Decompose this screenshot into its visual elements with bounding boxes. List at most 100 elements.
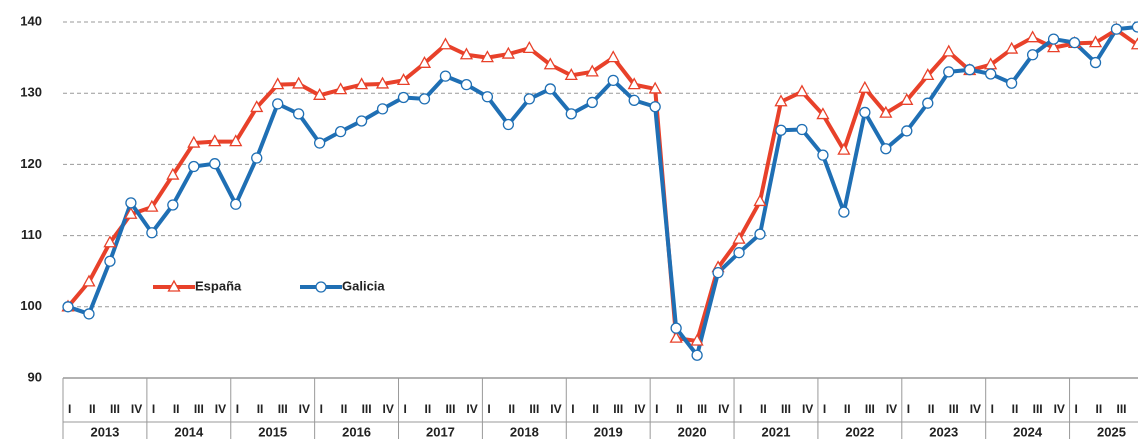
point: [837, 142, 851, 155]
x-tick-label: IV: [466, 402, 477, 416]
point: [858, 80, 872, 93]
point: [376, 103, 389, 115]
year-label: 2020: [678, 424, 707, 439]
point: [543, 57, 557, 70]
x-tick-label: I: [823, 402, 826, 416]
x-tick-label: III: [613, 402, 623, 416]
point: [1130, 37, 1138, 50]
y-tick-label: 100: [20, 298, 42, 313]
x-tick-label: I: [571, 402, 574, 416]
y-tick-label: 110: [21, 227, 42, 242]
x-tick-label: III: [194, 402, 204, 416]
point: [586, 96, 598, 109]
x-tick-label: IV: [718, 402, 729, 416]
x-tick-label: I: [487, 402, 490, 416]
point: [354, 77, 369, 90]
point: [985, 68, 997, 80]
point: [1005, 41, 1019, 54]
point: [124, 206, 138, 219]
point: [1046, 40, 1061, 53]
point: [208, 134, 222, 147]
point: [292, 76, 306, 89]
point: [859, 106, 871, 119]
point: [187, 135, 201, 148]
point: [355, 115, 368, 127]
point: [1026, 49, 1039, 61]
point: [879, 105, 893, 118]
legend-label: Galicia: [342, 278, 385, 293]
point: [796, 123, 808, 136]
x-tick-label: I: [1075, 402, 1078, 416]
point: [816, 107, 830, 120]
x-tick-label: III: [445, 402, 455, 416]
point: [733, 247, 745, 259]
x-tick-label: IV: [886, 402, 897, 416]
year-label: 2024: [1013, 424, 1043, 439]
point: [272, 98, 284, 110]
point: [230, 198, 242, 210]
point: [83, 308, 95, 320]
point: [523, 93, 535, 105]
point: [732, 231, 746, 244]
point: [439, 70, 452, 82]
point: [921, 68, 935, 81]
x-tick-label: III: [949, 402, 959, 416]
x-tick-label: II: [89, 402, 96, 416]
x-tick-label: III: [1117, 402, 1127, 416]
year-label: 2021: [762, 424, 791, 439]
x-tick-label: I: [655, 402, 658, 416]
point: [943, 66, 955, 78]
point: [1047, 33, 1060, 45]
point: [62, 301, 74, 313]
year-label: 2014: [174, 424, 204, 439]
point: [564, 68, 578, 81]
x-tick-label: III: [110, 402, 120, 416]
x-tick-label: II: [424, 402, 431, 416]
legend-label: España: [195, 278, 242, 293]
point: [585, 64, 599, 77]
point: [1026, 30, 1040, 43]
x-tick-label: II: [844, 402, 851, 416]
x-tick-label: I: [907, 402, 910, 416]
x-tick-label: II: [760, 402, 767, 416]
x-tick-label: II: [676, 402, 683, 416]
x-tick-label: III: [781, 402, 791, 416]
point: [880, 143, 892, 155]
point: [375, 76, 390, 89]
point: [438, 37, 453, 50]
x-tick-label: II: [173, 402, 180, 416]
point: [417, 55, 432, 68]
x-tick-label: IV: [802, 402, 813, 416]
x-tick-label: I: [404, 402, 407, 416]
year-label: 2025: [1097, 424, 1126, 439]
point: [544, 83, 556, 95]
x-tick-label: I: [320, 402, 323, 416]
point: [648, 81, 662, 94]
point: [209, 158, 221, 170]
point: [250, 100, 264, 113]
point: [1110, 23, 1123, 35]
year-label: 2023: [929, 424, 958, 439]
x-tick-label: II: [257, 402, 264, 416]
point: [397, 91, 410, 104]
point: [82, 274, 96, 287]
year-label: 2013: [90, 424, 119, 439]
x-tick-label: II: [508, 402, 515, 416]
x-tick-label: IV: [215, 402, 226, 416]
point: [838, 206, 850, 218]
point: [334, 82, 348, 95]
point: [942, 44, 956, 57]
point: [251, 152, 263, 164]
point: [166, 167, 180, 180]
point: [229, 134, 243, 147]
point: [522, 40, 536, 53]
point: [502, 118, 515, 131]
point: [775, 124, 787, 136]
x-tick-label: I: [236, 402, 239, 416]
x-tick-label: IV: [131, 402, 142, 416]
point: [315, 281, 327, 293]
x-tick-label: IV: [550, 402, 561, 416]
point: [628, 94, 640, 106]
x-tick-label: II: [1012, 402, 1019, 416]
